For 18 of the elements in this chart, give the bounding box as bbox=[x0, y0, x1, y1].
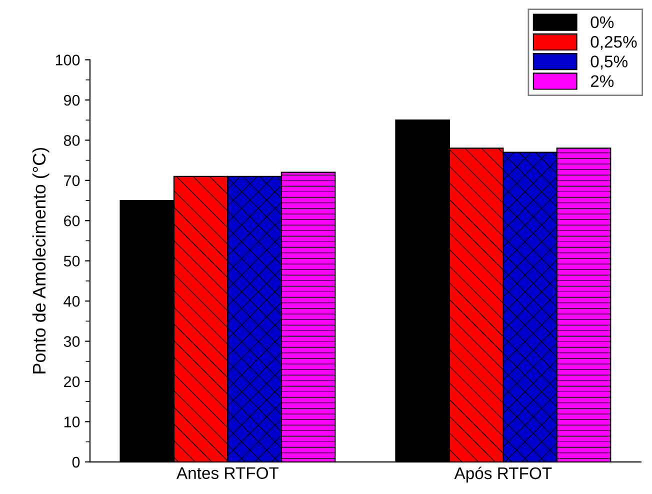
legend-label: 0,25% bbox=[590, 36, 637, 50]
legend-label: 0,5% bbox=[590, 56, 628, 70]
y-tick-label: 40 bbox=[64, 296, 80, 307]
y-axis-title: Ponto de Amolecimento (°C) bbox=[32, 148, 50, 374]
y-tick-label: 20 bbox=[64, 376, 80, 388]
y-tick-label: 70 bbox=[64, 175, 80, 186]
y-tick-label: 50 bbox=[64, 256, 80, 267]
y-tick-label: 80 bbox=[64, 135, 80, 146]
legend-label: 2% bbox=[590, 75, 614, 87]
y-tick-label: 0 bbox=[72, 456, 80, 468]
legend-label: 0% bbox=[590, 16, 614, 28]
x-tick-label: Antes RTFOT bbox=[176, 467, 279, 479]
y-tick-label: 60 bbox=[64, 215, 80, 226]
y-tick-label: 90 bbox=[64, 94, 80, 106]
y-tick-label: 100 bbox=[56, 54, 80, 66]
y-tick-label: 30 bbox=[64, 336, 80, 347]
x-tick-label: Após RTFOT bbox=[454, 466, 552, 482]
y-tick-label: 10 bbox=[64, 416, 80, 428]
